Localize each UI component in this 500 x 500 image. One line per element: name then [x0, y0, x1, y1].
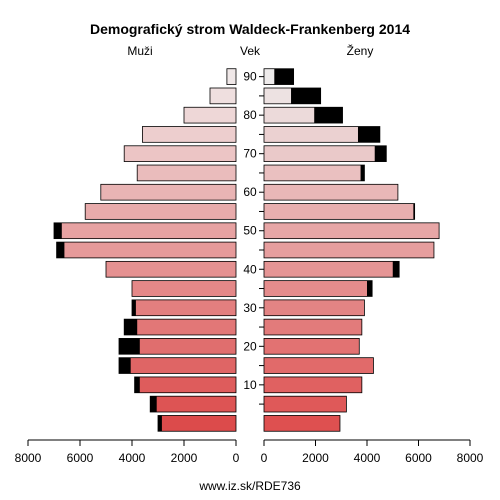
bar-male-0-4 [157, 415, 237, 432]
bar-female-70-74 [263, 145, 387, 162]
bar-male-excess-15-19 [119, 357, 131, 374]
bar-female-excess-35-39 [367, 280, 373, 297]
bar-male-excess-50-54 [54, 222, 62, 239]
bar-female-65-69 [263, 164, 365, 182]
x-tick-label-right-2000: 2000 [302, 451, 329, 465]
chart-title: Demografický strom Waldeck-Frankenberg 2… [90, 21, 410, 37]
bar-female-20-24 [263, 338, 360, 355]
bar-male-45-49 [56, 241, 237, 259]
bar-male-excess-5-9 [150, 396, 157, 413]
age-tick-label-10: 10 [243, 378, 257, 392]
bar-female-50-54 [263, 222, 440, 240]
bar-male-35-39 [131, 280, 237, 297]
age-tick-label-80: 80 [243, 108, 257, 122]
bar-male-10-14 [134, 376, 237, 394]
bar-male-65-69 [136, 164, 237, 182]
bar-female-60-64 [263, 183, 399, 201]
bar-male-90+ [226, 68, 237, 85]
bar-female-excess-90+ [274, 68, 294, 85]
bar-female-excess-75-79 [357, 126, 380, 143]
bar-male-5-9 [149, 395, 237, 413]
bar-female-35-39 [263, 280, 373, 297]
age-tick-label-50: 50 [243, 224, 257, 238]
x-tick-label-right-8000: 8000 [457, 451, 484, 465]
bars-group [53, 68, 440, 432]
age-tick-label-90: 90 [243, 70, 257, 84]
age-tick-label-40: 40 [243, 262, 257, 276]
center-label: Vek [240, 44, 261, 58]
bar-male-80-84 [183, 106, 237, 124]
bar-male-85-89 [209, 87, 237, 105]
age-tick-label-70: 70 [243, 147, 257, 161]
age-tick-label-60: 60 [243, 185, 257, 199]
bar-male-55-59 [84, 203, 237, 220]
x-tick-label-left-2000: 2000 [171, 451, 198, 465]
bar-female-excess-80-84 [314, 107, 343, 124]
x-tick-label-left-8000: 8000 [15, 451, 42, 465]
bar-female-0-4 [263, 415, 341, 432]
bar-male-excess-0-4 [158, 415, 162, 432]
bar-female-excess-85-89 [291, 87, 321, 104]
bar-female-40-44 [263, 260, 400, 278]
bar-female-excess-55-59 [413, 203, 415, 220]
bar-male-30-34 [131, 299, 237, 317]
x-tick-label-left-0: 0 [233, 451, 240, 465]
bar-female-25-29 [263, 318, 363, 336]
bar-male-excess-20-24 [119, 338, 140, 355]
left-label: Muži [127, 44, 152, 58]
bar-male-75-79 [141, 126, 237, 143]
bar-male-40-44 [105, 260, 237, 278]
bar-female-excess-70-74 [374, 145, 387, 162]
bar-male-15-19 [118, 357, 237, 374]
x-tick-label-right-4000: 4000 [354, 451, 381, 465]
bar-female-30-34 [263, 299, 365, 317]
bar-male-60-64 [100, 183, 237, 201]
bar-male-excess-10-14 [134, 376, 140, 393]
age-tick-label-20: 20 [243, 339, 257, 353]
bar-male-excess-30-34 [132, 299, 136, 316]
bar-female-45-49 [263, 241, 435, 259]
bar-female-10-14 [263, 376, 363, 394]
bar-male-excess-45-49 [56, 242, 65, 258]
bar-male-excess-25-29 [124, 319, 138, 335]
footer-source: www.iz.sk/RDE736 [198, 479, 301, 493]
right-label: Ženy [347, 43, 374, 58]
bar-female-55-59 [263, 203, 416, 220]
x-tick-label-left-6000: 6000 [67, 451, 94, 465]
axes-group: 8000 6000 4000 2000 0 0 2000 4000 6000 8000 10 20 30… [15, 70, 484, 465]
x-tick-label-right-6000: 6000 [405, 451, 432, 465]
bar-male-25-29 [123, 318, 237, 336]
bar-female-5-9 [263, 395, 347, 413]
bar-female-excess-65-69 [360, 165, 365, 181]
bar-female-15-19 [263, 357, 374, 374]
age-tick-label-30: 30 [243, 301, 257, 315]
bar-male-70-74 [123, 145, 237, 162]
bar-female-excess-40-44 [392, 261, 400, 278]
bar-male-50-54 [53, 222, 237, 240]
x-tick-label-left-4000: 4000 [119, 451, 146, 465]
x-tick-label-right-0: 0 [261, 451, 268, 465]
